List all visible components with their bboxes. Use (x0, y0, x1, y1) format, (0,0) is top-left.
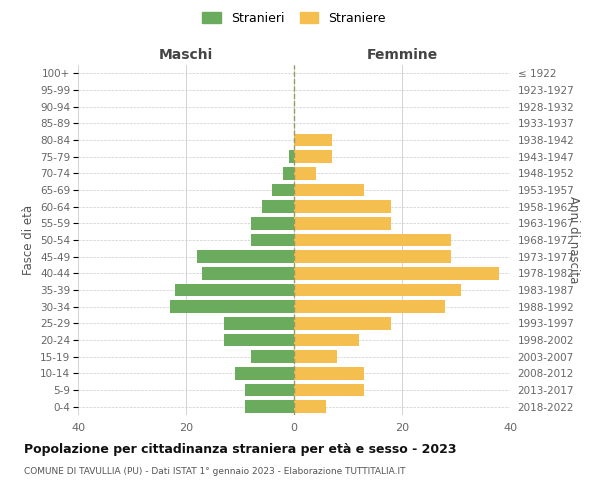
Bar (294, 184, 364, 196)
Legend: Stranieri, Straniere: Stranieri, Straniere (196, 5, 392, 30)
Bar (245, 384, 294, 396)
Bar (224, 317, 294, 330)
Bar (294, 300, 445, 313)
Bar (251, 350, 294, 363)
Bar (294, 384, 364, 396)
Bar (294, 200, 391, 213)
Bar (251, 217, 294, 230)
Bar (175, 284, 294, 296)
Text: Maschi: Maschi (159, 48, 213, 62)
Bar (272, 184, 294, 196)
Bar (294, 134, 332, 146)
Bar (294, 167, 316, 179)
Bar (224, 334, 294, 346)
Bar (294, 400, 326, 413)
Bar (283, 167, 294, 179)
Bar (294, 367, 364, 380)
Bar (262, 200, 294, 213)
Bar (294, 234, 451, 246)
Y-axis label: Anni di nascita: Anni di nascita (567, 196, 580, 284)
Bar (197, 250, 294, 263)
Bar (294, 350, 337, 363)
Text: COMUNE DI TAVULLIA (PU) - Dati ISTAT 1° gennaio 2023 - Elaborazione TUTTITALIA.I: COMUNE DI TAVULLIA (PU) - Dati ISTAT 1° … (24, 468, 406, 476)
Bar (294, 334, 359, 346)
Bar (294, 317, 391, 330)
Bar (294, 267, 499, 280)
Bar (294, 250, 451, 263)
Bar (202, 267, 294, 280)
Bar (294, 217, 391, 230)
Bar (294, 150, 332, 163)
Text: Femmine: Femmine (367, 48, 437, 62)
Bar (235, 367, 294, 380)
Bar (245, 400, 294, 413)
Bar (251, 234, 294, 246)
Bar (289, 150, 294, 163)
Bar (294, 284, 461, 296)
Bar (170, 300, 294, 313)
Text: Popolazione per cittadinanza straniera per età e sesso - 2023: Popolazione per cittadinanza straniera p… (24, 442, 457, 456)
Y-axis label: Fasce di età: Fasce di età (22, 205, 35, 275)
